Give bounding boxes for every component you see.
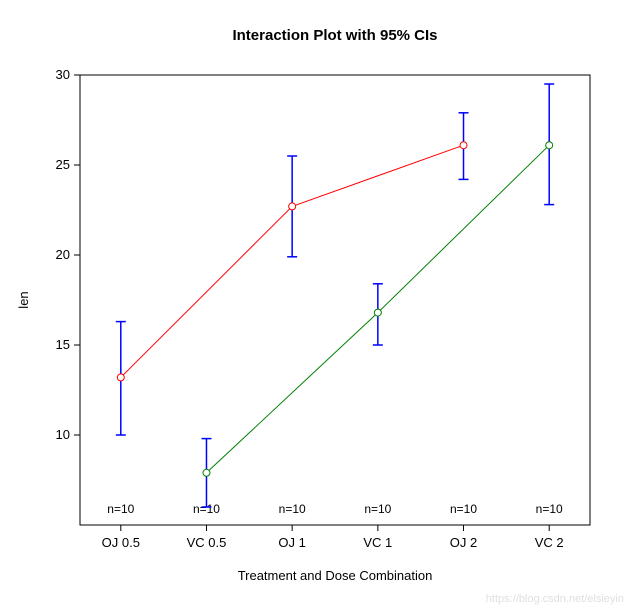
n-label: n=10	[536, 502, 563, 516]
x-tick-label: OJ 0.5	[102, 535, 140, 550]
n-label: n=10	[450, 502, 477, 516]
x-tick-label: VC 2	[535, 535, 564, 550]
series-marker-oj	[289, 203, 296, 210]
series-marker-oj	[460, 142, 467, 149]
chart-title: Interaction Plot with 95% CIs	[232, 27, 437, 44]
x-axis-label: Treatment and Dose Combination	[238, 568, 433, 583]
watermark: https://blog.csdn.net/elsieyin	[486, 593, 624, 605]
x-tick-label: OJ 2	[450, 535, 477, 550]
x-tick-label: VC 1	[363, 535, 392, 550]
n-label: n=10	[364, 502, 391, 516]
chart-container: Interaction Plot with 95% CIs 10 15 20 25 30 l…	[0, 0, 634, 613]
y-axis-label: len	[16, 291, 31, 308]
series-marker-vc	[546, 142, 553, 149]
series-marker-oj	[117, 374, 124, 381]
y-tick-label: 20	[56, 247, 70, 262]
n-label: n=10	[279, 502, 306, 516]
x-tick-label: OJ 1	[278, 535, 305, 550]
interaction-plot: Interaction Plot with 95% CIs 10 15 20 25 30 l…	[0, 0, 634, 613]
n-label: n=10	[107, 502, 134, 516]
plot-border	[80, 75, 590, 525]
y-tick-label: 30	[56, 67, 70, 82]
x-tick-label: VC 0.5	[187, 535, 227, 550]
y-tick-label: 25	[56, 157, 70, 172]
series-marker-vc	[374, 309, 381, 316]
y-tick-label: 15	[56, 337, 70, 352]
series-marker-vc	[203, 469, 210, 476]
y-tick-label: 10	[56, 427, 70, 442]
